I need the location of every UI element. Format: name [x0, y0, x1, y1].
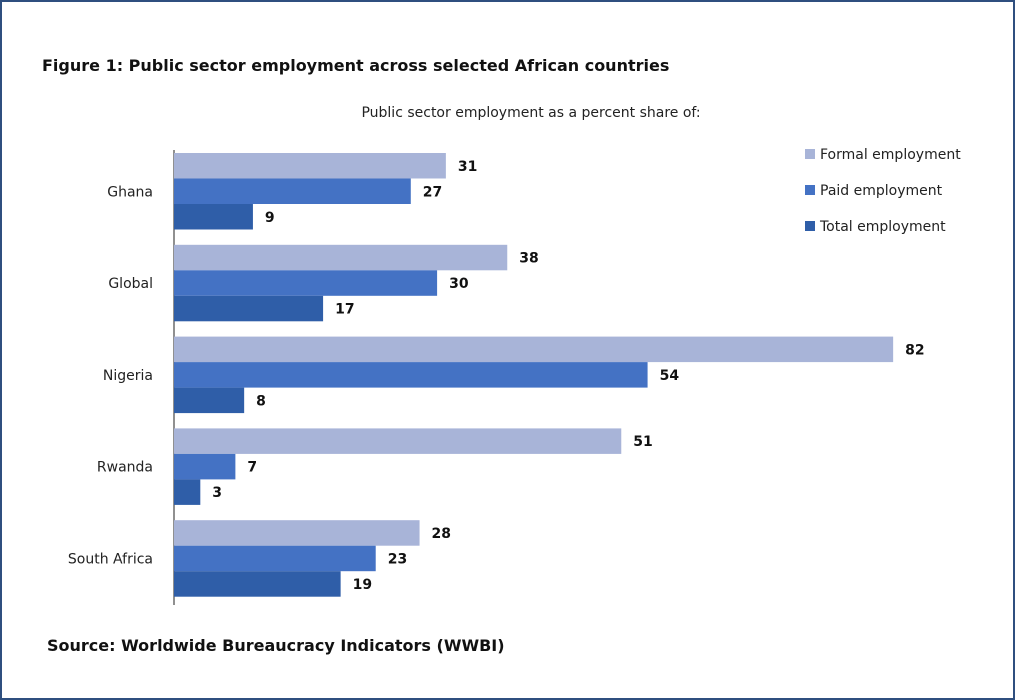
- value-label-ghana-paid: 27: [423, 184, 442, 200]
- category-label-ghana: Ghana: [107, 184, 153, 200]
- category-label-south-africa: South Africa: [68, 551, 153, 567]
- legend-label-paid: Paid employment: [820, 183, 943, 199]
- bar-global-formal: [174, 244, 508, 271]
- bars-group: 31 27 9 38 30 17 82 54 8 51 7 3 28 23 19: [174, 153, 925, 597]
- value-label-south-africa-paid: 23: [388, 551, 407, 567]
- bar-global-total: [174, 295, 324, 322]
- value-label-global-formal: 38: [519, 251, 538, 267]
- category-label-nigeria: Nigeria: [103, 368, 153, 384]
- bar-ghana-formal: [174, 153, 446, 179]
- bar-nigeria-formal: [174, 336, 894, 363]
- value-label-rwanda-paid: 7: [247, 460, 257, 476]
- value-label-rwanda-formal: 51: [633, 434, 652, 450]
- legend: Formal employment Paid employment Total em…: [805, 147, 961, 235]
- value-label-ghana-total: 9: [265, 210, 275, 226]
- source-note: Source: Worldwide Bureaucracy Indicators…: [47, 636, 505, 655]
- bar-south-africa-total: [174, 571, 341, 597]
- value-label-south-africa-total: 19: [353, 577, 372, 593]
- value-label-global-total: 17: [335, 302, 354, 318]
- bar-global-paid: [174, 270, 438, 296]
- legend-label-formal: Formal employment: [820, 147, 961, 163]
- legend-label-total: Total employment: [819, 219, 946, 235]
- chart-subtitle: Public sector employment as a percent sh…: [361, 105, 700, 121]
- value-label-south-africa-formal: 28: [432, 526, 451, 542]
- bar-south-africa-paid: [174, 545, 376, 572]
- value-label-nigeria-paid: 54: [660, 368, 680, 384]
- figure-title: Figure 1: Public sector employment acros…: [42, 56, 670, 75]
- bar-rwanda-formal: [174, 428, 622, 454]
- bar-nigeria-paid: [174, 362, 648, 388]
- bar-ghana-total: [174, 204, 253, 230]
- value-label-global-paid: 30: [449, 276, 469, 292]
- bar-south-africa-formal: [174, 520, 420, 546]
- bar-rwanda-paid: [174, 453, 236, 480]
- category-label-global: Global: [108, 276, 153, 292]
- legend-swatch-paid: [805, 185, 815, 195]
- value-label-ghana-formal: 31: [458, 159, 477, 175]
- legend-swatch-total: [805, 221, 815, 231]
- legend-swatch-formal: [805, 149, 815, 159]
- category-label-rwanda: Rwanda: [97, 460, 153, 476]
- value-label-nigeria-total: 8: [256, 393, 266, 409]
- value-label-rwanda-total: 3: [212, 485, 222, 501]
- value-label-nigeria-formal: 82: [905, 342, 924, 358]
- bar-ghana-paid: [174, 178, 411, 204]
- bar-nigeria-total: [174, 387, 245, 414]
- category-labels: Ghana Global Nigeria Rwanda South Africa: [68, 184, 153, 567]
- bar-rwanda-total: [174, 479, 201, 505]
